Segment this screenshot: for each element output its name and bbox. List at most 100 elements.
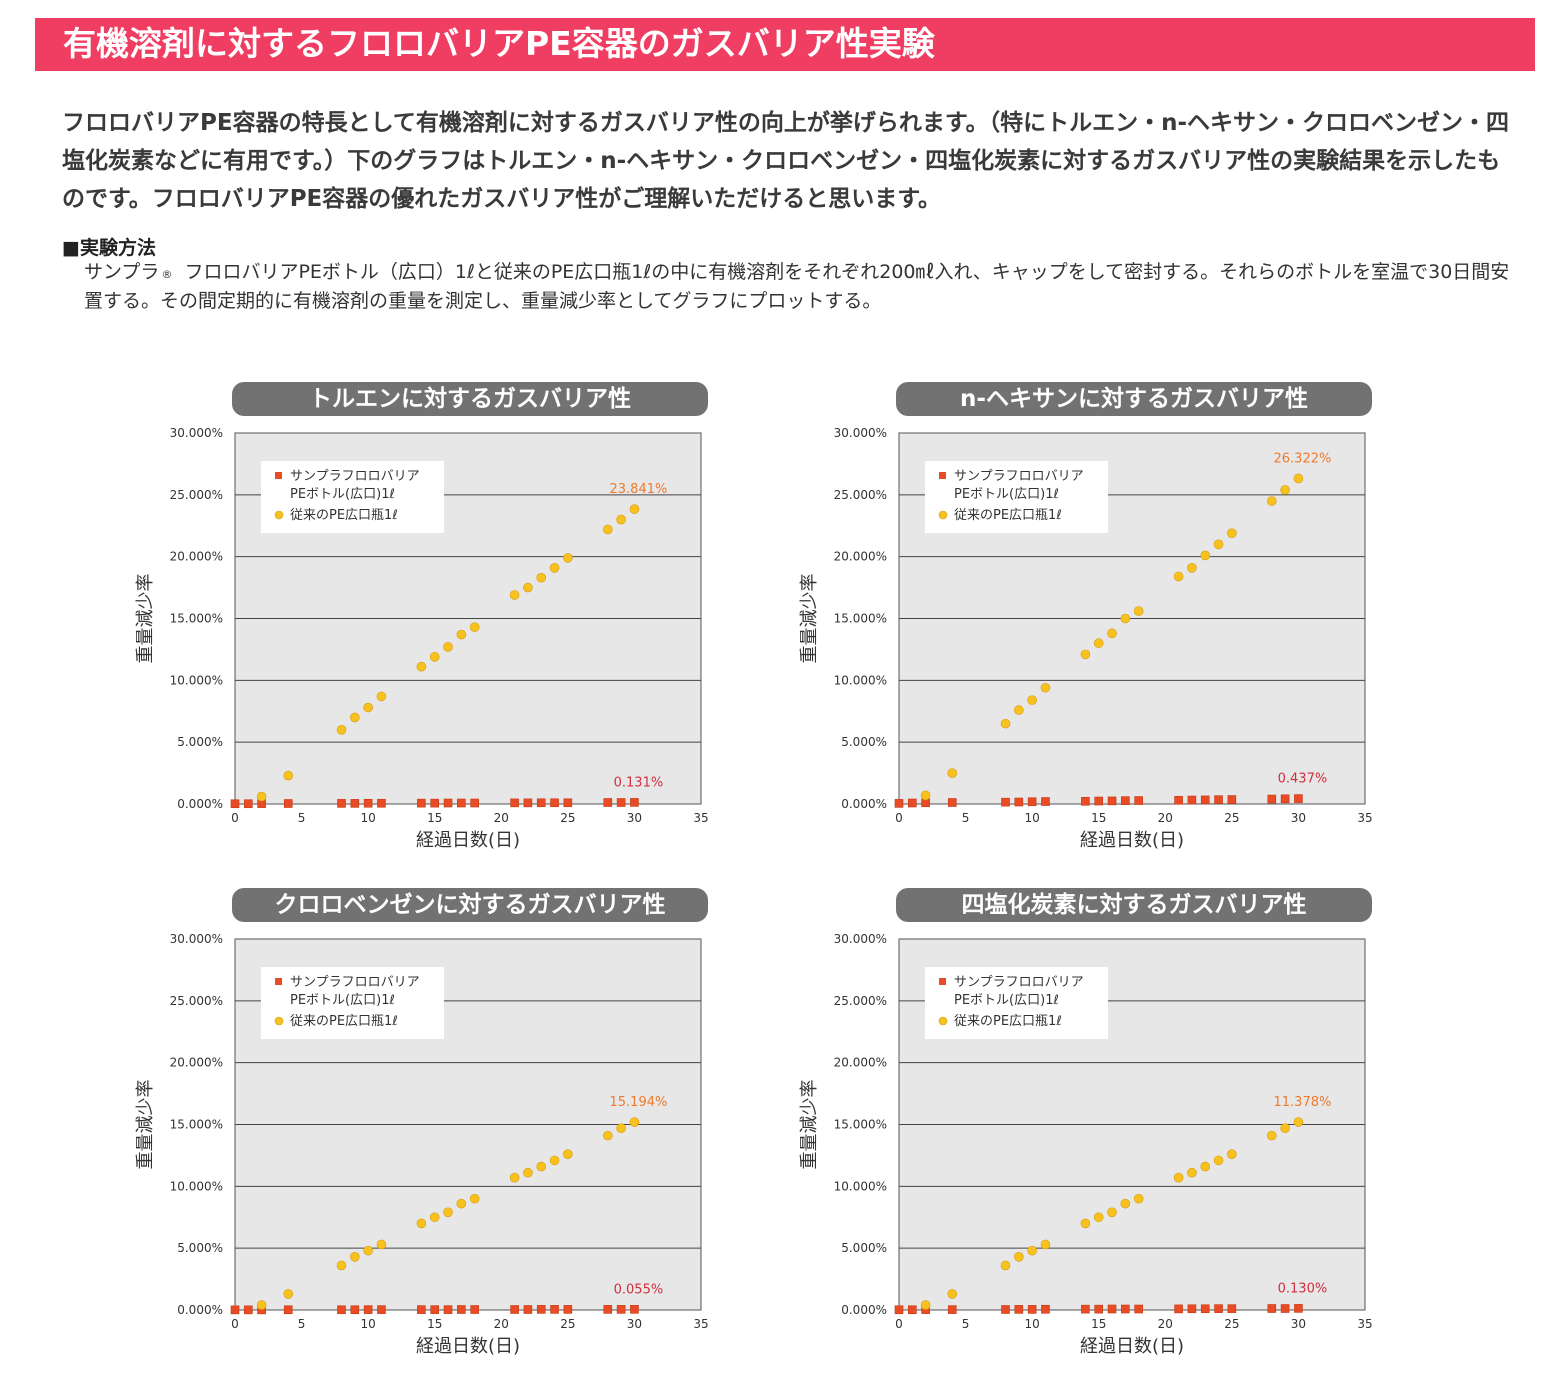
data-point-square xyxy=(616,1305,626,1314)
data-point-circle xyxy=(469,1193,480,1204)
legend: サンプラフロロバリア PEボトル(広口)1ℓ 従来のPE広口瓶1ℓ xyxy=(261,461,444,533)
x-tick-label: 35 xyxy=(1357,1317,1372,1331)
chart-panel-carbon-tetrachloride: 四塩化炭素に対するガスバリア性 0.000% 5.000% 10.000% 15.00… xyxy=(796,888,1416,1368)
data-point-square xyxy=(443,1305,453,1314)
legend-square-icon xyxy=(939,472,946,479)
x-tick-label: 25 xyxy=(1224,1317,1239,1331)
data-point-square xyxy=(894,1305,904,1315)
y-tick-label: 0.000% xyxy=(177,797,223,811)
chart-title: トルエンに対するガスバリア性 xyxy=(232,382,708,416)
data-point-circle xyxy=(1027,1245,1037,1256)
data-point-circle xyxy=(616,514,626,525)
x-tick-label: 30 xyxy=(1291,1317,1306,1331)
x-tick-label: 10 xyxy=(1025,1317,1040,1331)
data-point-square xyxy=(377,1305,386,1314)
legend-box xyxy=(925,967,1108,1039)
data-point-square xyxy=(1107,1304,1117,1314)
data-point-square xyxy=(1041,797,1050,806)
chart-title: n-ヘキサンに対するガスバリア性 xyxy=(896,382,1372,416)
y-tick-label: 0.000% xyxy=(841,797,887,811)
data-point-circle xyxy=(1173,571,1184,582)
data-point-circle xyxy=(629,1117,640,1127)
data-point-circle xyxy=(1133,606,1144,616)
x-tick-label: 20 xyxy=(494,811,509,825)
data-point-square xyxy=(417,798,426,808)
y-tick-label: 30.000% xyxy=(834,426,887,440)
data-point-square xyxy=(550,1305,559,1314)
data-point-square xyxy=(230,1305,240,1315)
data-point-circle xyxy=(1187,1167,1197,1178)
x-axis-label: 経過日数(日) xyxy=(416,1336,520,1357)
data-point-square xyxy=(1227,795,1237,804)
legend-label: PEボトル(広口)1ℓ xyxy=(954,993,1059,1008)
data-point-square xyxy=(908,1305,917,1315)
y-axis-label: 重量減少率 xyxy=(135,1080,156,1170)
data-label: 15.194% xyxy=(610,1095,668,1110)
data-point-square xyxy=(470,798,479,808)
y-tick-label: 5.000% xyxy=(841,1241,887,1255)
legend-label: サンプラフロロバリア xyxy=(954,975,1084,990)
data-point-square xyxy=(1001,1305,1010,1314)
data-point-square xyxy=(630,798,639,807)
data-point-square xyxy=(1280,794,1290,804)
data-point-square xyxy=(1014,797,1024,807)
data-point-square xyxy=(1121,1304,1130,1314)
data-point-square xyxy=(283,1305,293,1315)
data-point-circle xyxy=(1280,485,1290,495)
data-point-circle xyxy=(523,582,533,593)
data-point-circle xyxy=(283,1289,294,1299)
y-tick-label: 15.000% xyxy=(834,1118,887,1132)
data-point-circle xyxy=(376,691,387,702)
data-point-square xyxy=(1280,1304,1290,1313)
chart-toluene: 0.000% 5.000% 10.000% 15.000% 20.000% 25.000%… xyxy=(135,426,709,851)
y-tick-label: 30.000% xyxy=(170,932,223,946)
legend-label: 従来のPE広口瓶1ℓ xyxy=(290,1014,398,1029)
data-point-square xyxy=(457,1305,466,1314)
y-axis-label: 重量減少率 xyxy=(799,574,820,664)
data-point-circle xyxy=(947,1289,958,1299)
data-point-square xyxy=(1174,1304,1183,1314)
data-point-circle xyxy=(549,562,560,573)
x-tick-label: 0 xyxy=(895,1317,903,1331)
data-point-circle xyxy=(1293,473,1304,484)
y-tick-label: 20.000% xyxy=(170,550,223,564)
data-point-square xyxy=(244,1305,253,1315)
x-tick-label: 15 xyxy=(427,811,442,825)
data-point-circle xyxy=(509,1172,520,1183)
data-point-square xyxy=(894,799,904,808)
data-point-circle xyxy=(1014,1252,1024,1262)
legend: サンプラフロロバリア PEボトル(広口)1ℓ 従来のPE広口瓶1ℓ xyxy=(261,967,444,1039)
data-point-circle xyxy=(416,661,427,672)
data-point-circle xyxy=(363,702,373,713)
x-tick-label: 15 xyxy=(1091,1317,1106,1331)
data-point-circle xyxy=(1040,1239,1051,1250)
legend-circle-icon xyxy=(938,510,948,520)
data-point-square xyxy=(350,799,360,808)
chart-hexane: 0.000% 5.000% 10.000% 15.000% 20.000% 25.000%… xyxy=(799,426,1373,851)
data-point-circle xyxy=(443,642,453,652)
x-tick-label: 35 xyxy=(693,1317,708,1331)
legend-label: サンプラフロロバリア xyxy=(290,975,420,990)
data-point-circle xyxy=(1093,1212,1104,1223)
data-point-square xyxy=(1294,1304,1303,1313)
data-point-square xyxy=(1227,1304,1237,1313)
x-tick-label: 30 xyxy=(1291,811,1306,825)
data-point-circle xyxy=(416,1218,427,1229)
data-point-square xyxy=(1294,794,1303,803)
method-text: フロロバリアPEボトル（広口）1ℓと従来のPE広口瓶1ℓの中に有機溶剤をそれぞれ… xyxy=(84,261,1510,312)
data-point-circle xyxy=(1014,705,1024,715)
data-point-circle xyxy=(1120,1198,1131,1209)
data-label: 11.378% xyxy=(1274,1095,1332,1110)
data-point-circle xyxy=(1133,1193,1144,1204)
page-title: 有機溶剤に対するフロロバリアPE容器のガスバリア性実験 xyxy=(63,24,935,63)
data-point-square xyxy=(947,798,957,807)
data-point-circle xyxy=(1187,562,1197,573)
data-point-square xyxy=(1001,797,1010,807)
data-point-circle xyxy=(363,1245,373,1256)
y-tick-label: 25.000% xyxy=(170,488,223,502)
data-point-square xyxy=(1214,795,1223,804)
legend-label: 従来のPE広口瓶1ℓ xyxy=(954,508,1062,523)
data-point-square xyxy=(947,1305,957,1314)
data-point-circle xyxy=(1266,496,1277,506)
data-point-circle xyxy=(336,1260,347,1271)
